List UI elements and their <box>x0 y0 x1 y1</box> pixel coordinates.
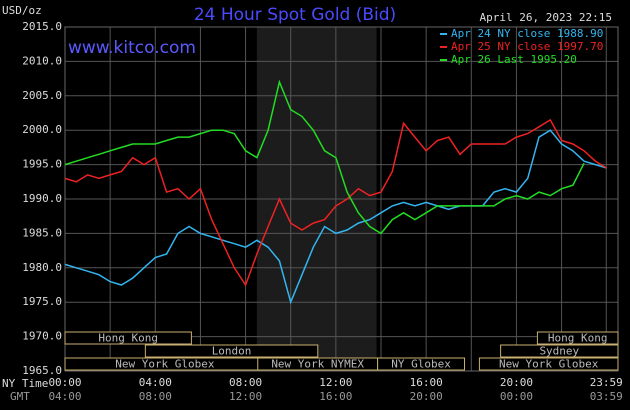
x-tick-label: 12:00 <box>319 376 352 389</box>
series-line <box>64 118 608 287</box>
x2-tick-label: 04:00 <box>48 390 81 403</box>
x2-tick-label: 00:00 <box>500 390 533 403</box>
session-bar <box>377 357 466 371</box>
chart-title: 24 Hour Spot Gold (Bid) <box>194 5 396 25</box>
timestamp: April 26, 2023 22:15 <box>480 11 612 24</box>
x-tick-label: 20:00 <box>500 376 533 389</box>
y-tick-label: 1975.0 <box>22 295 62 308</box>
legend-label: Apr 24 NY close 1988.90 <box>451 27 603 40</box>
x-tick-label: 04:00 <box>139 376 172 389</box>
legend-label: Apr 25 NY close 1997.70 <box>451 40 603 53</box>
watermark: www.kitco.com <box>68 38 196 58</box>
x2-row-label: GMT <box>10 390 30 403</box>
session-bar <box>144 344 319 358</box>
y-axis-label: USD/oz <box>2 4 42 17</box>
series-line <box>64 79 585 235</box>
session-bar <box>536 331 619 345</box>
y-tick-label: 1970.0 <box>22 330 62 343</box>
x-tick-label: 08:00 <box>229 376 262 389</box>
session-label: New York Globex <box>499 358 599 371</box>
session-bar <box>64 331 192 345</box>
session-label: Hong Kong <box>548 332 608 345</box>
x2-tick-label: 12:00 <box>229 390 262 403</box>
x-row-label: NY Time <box>2 377 48 390</box>
y-tick-label: 1980.0 <box>22 261 62 274</box>
x2-tick-label: 16:00 <box>319 390 352 403</box>
session-label: London <box>212 345 252 358</box>
x2-tick-label: 20:00 <box>410 390 443 403</box>
session-label: New York Globex <box>115 358 215 371</box>
session-label: New York NYMEX <box>271 358 364 371</box>
y-tick-label: 1995.0 <box>22 158 62 171</box>
y-tick-label: 2010.0 <box>22 54 62 67</box>
y-tick-label: 2005.0 <box>22 89 62 102</box>
legend-label: Apr 26 Last 1995.20 <box>451 53 577 66</box>
session-label: NY Globex <box>391 358 451 371</box>
plot-border <box>64 26 619 372</box>
y-tick-label: 2015.0 <box>22 20 62 33</box>
session-bar <box>478 357 619 371</box>
series-line <box>64 129 607 305</box>
y-tick-label: 1990.0 <box>22 192 62 205</box>
session-label: Sydney <box>539 345 579 358</box>
session-label: Hong Kong <box>98 332 158 345</box>
x-tick-label: 23:59 <box>590 376 623 389</box>
session-bar <box>500 344 619 358</box>
x-tick-label: 16:00 <box>410 376 443 389</box>
x-tick-label: 00:00 <box>48 376 81 389</box>
y-tick-label: 1965.0 <box>22 364 62 377</box>
x2-tick-label: 08:00 <box>139 390 172 403</box>
x2-tick-label: 03:59 <box>590 390 623 403</box>
y-tick-label: 1985.0 <box>22 226 62 239</box>
y-tick-label: 2000.0 <box>22 123 62 136</box>
